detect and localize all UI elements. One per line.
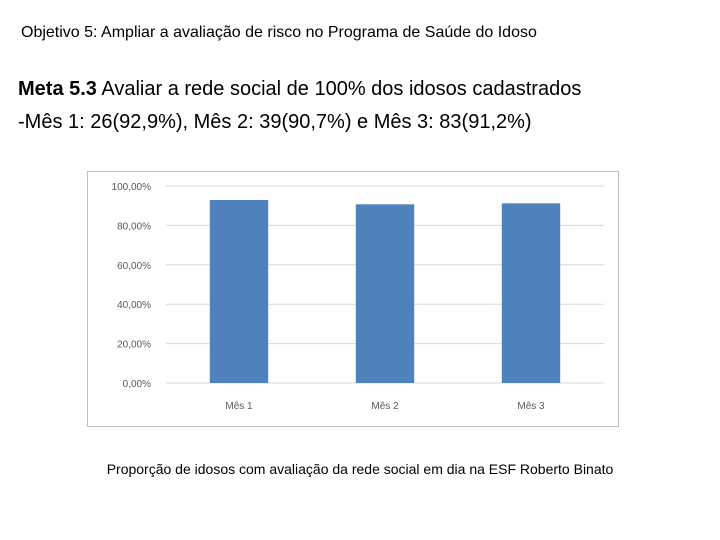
meta-label: Meta 5.3 (18, 78, 97, 100)
y-tick-label: 20,00% (117, 340, 151, 351)
y-tick-label: 80,00% (117, 221, 151, 232)
x-tick-label: Mês 3 (517, 401, 545, 412)
bar-chart: 0,00% 20,00% 40,00% 60,00% 80,00% 100,00% Mês … (112, 182, 604, 412)
bar-1 (209, 199, 269, 383)
slide-header: Objetivo 5: Ampliar a avaliação de risco… (21, 24, 537, 41)
meta-detail: -Mês 1: 26(92,9%), Mês 2: 39(90,7%) e Mê… (18, 111, 532, 133)
meta-line: Meta 5.3 Avaliar a rede social de 100% d… (18, 73, 581, 106)
y-tick-label: 40,00% (117, 300, 151, 311)
x-tick-label: Mês 2 (371, 401, 399, 412)
bar-2 (355, 204, 415, 383)
y-tick-label: 60,00% (117, 261, 151, 272)
chart-frame: 0,00% 20,00% 40,00% 60,00% 80,00% 100,00% Mês … (87, 171, 619, 427)
y-tick-label: 100,00% (112, 182, 152, 193)
x-tick-label: Mês 1 (225, 401, 253, 412)
y-tick-label: 0,00% (123, 379, 151, 390)
chart-caption: Proporção de idosos com avaliação da red… (106, 461, 614, 477)
meta-text: Avaliar a rede social de 100% dos idosos… (96, 78, 582, 100)
bar-3 (501, 203, 561, 383)
meta-block: Meta 5.3 Avaliar a rede social de 100% d… (18, 73, 581, 139)
